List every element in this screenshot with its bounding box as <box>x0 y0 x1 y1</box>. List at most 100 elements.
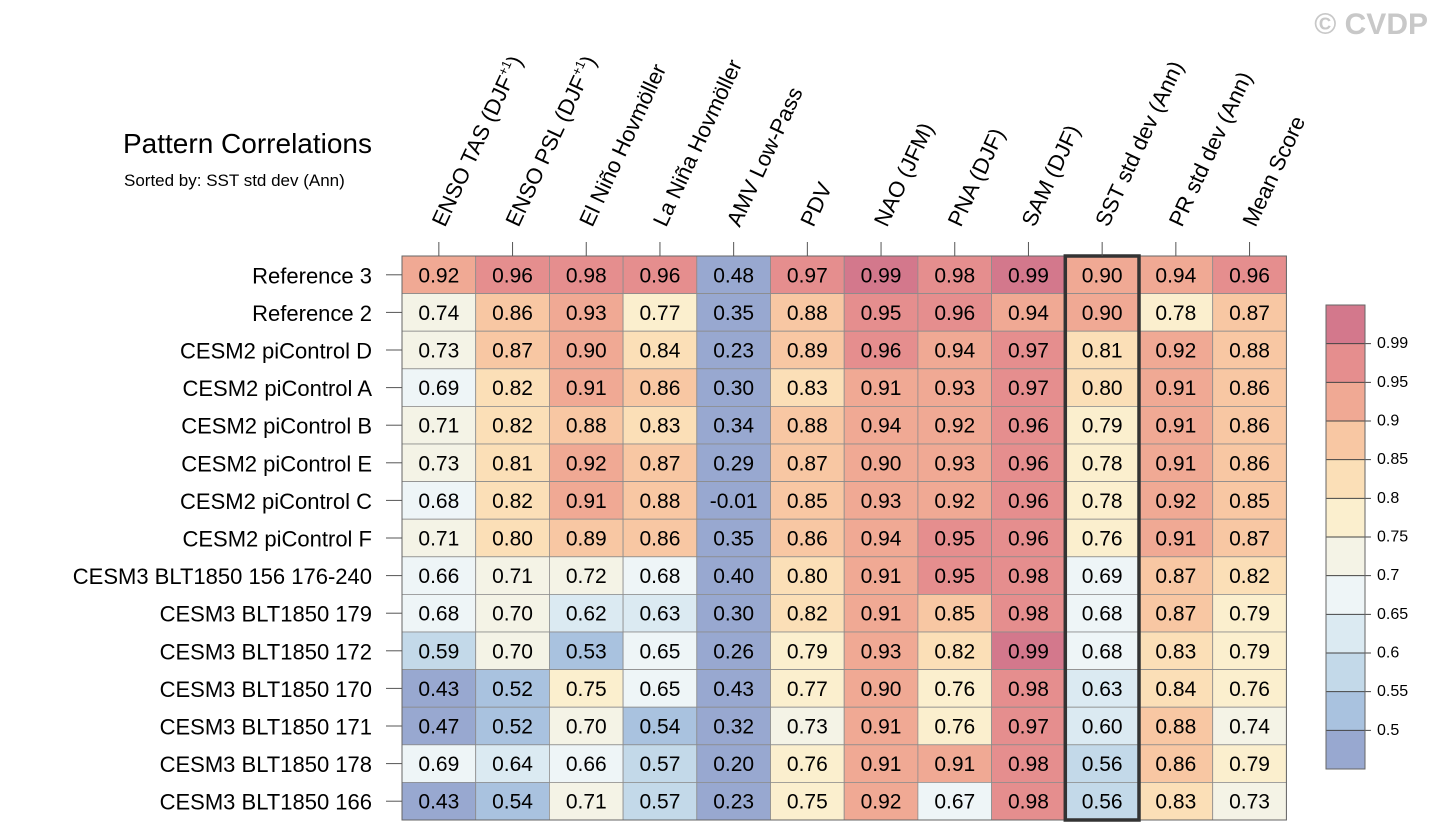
cell-value: 0.68 <box>640 565 681 588</box>
cell-value: 0.92 <box>1155 490 1196 513</box>
colorbar-label: 0.99 <box>1377 335 1408 352</box>
column-label: SAM (DJF) <box>1016 121 1085 230</box>
row-label: CESM2 piControl A <box>182 376 372 401</box>
cell-value: 0.65 <box>640 678 681 701</box>
heatmap-cell <box>549 669 624 708</box>
cell-value: 0.91 <box>566 490 607 513</box>
cell-value: 0.88 <box>566 415 607 438</box>
cell-value: 0.72 <box>566 565 607 588</box>
cell-value: 0.88 <box>640 490 681 513</box>
heatmap-cell <box>1212 556 1287 595</box>
colorbar-bin <box>1326 537 1365 576</box>
cell-value: 0.87 <box>1229 528 1270 551</box>
heatmap-cell <box>917 706 993 746</box>
cell-value: 0.94 <box>934 340 975 363</box>
row-label: CESM2 piControl E <box>181 451 372 476</box>
heatmap-cell <box>401 744 477 783</box>
heatmap-cell <box>622 255 698 294</box>
cell-value: 0.97 <box>787 264 828 287</box>
heatmap-cell <box>696 744 771 783</box>
heatmap-cell <box>696 594 771 633</box>
cell-value: 0.98 <box>1008 753 1049 776</box>
cell-value: 0.66 <box>418 565 459 588</box>
cell-value: 0.47 <box>418 716 459 739</box>
heatmap-cell <box>770 744 845 783</box>
cell-value: 0.23 <box>713 340 754 363</box>
heatmap-cell <box>917 782 993 821</box>
cell-value: 0.88 <box>787 302 828 325</box>
heatmap-cell <box>622 330 698 370</box>
cell-value: 0.82 <box>492 490 533 513</box>
heatmap-cell <box>917 443 993 482</box>
cell-value: 0.98 <box>1008 678 1049 701</box>
heatmap-cell <box>917 594 993 633</box>
heatmap-cell <box>401 443 477 482</box>
cell-value: 0.92 <box>934 415 975 438</box>
cell-value: 0.77 <box>640 302 681 325</box>
heatmap-cell <box>696 706 771 746</box>
cell-value: 0.96 <box>1008 528 1049 551</box>
cell-value: 0.90 <box>566 340 607 363</box>
cell-value: 0.91 <box>861 753 902 776</box>
row-label: CESM2 piControl B <box>181 414 372 439</box>
cell-value: 0.84 <box>1155 678 1196 701</box>
cell-value: 0.66 <box>566 753 607 776</box>
heatmap-cell <box>843 631 919 670</box>
heatmap-cell <box>991 481 1066 520</box>
colorbar-frame <box>1325 304 1366 770</box>
chart-title: Pattern Correlations <box>123 128 372 159</box>
cell-value: 0.69 <box>1082 565 1123 588</box>
heatmap-cell <box>696 518 771 558</box>
heatmap-cell <box>1138 669 1214 708</box>
heatmap-cell <box>1138 744 1214 783</box>
cell-value: 0.86 <box>640 377 681 400</box>
heatmap-cell <box>622 481 698 520</box>
cell-value: 0.94 <box>1155 264 1196 287</box>
cell-value: 0.96 <box>640 264 681 287</box>
heatmap-cell <box>1212 368 1287 407</box>
cell-value: 0.99 <box>1008 640 1049 663</box>
cell-value: 0.70 <box>566 716 607 739</box>
colorbar-bin <box>1326 730 1365 769</box>
cell-value: 0.91 <box>1155 528 1196 551</box>
heatmap-cell <box>475 669 550 708</box>
cell-value: 0.88 <box>1155 716 1196 739</box>
heatmap-cell <box>1064 518 1140 558</box>
cell-value: 0.86 <box>787 528 828 551</box>
cell-value: 0.87 <box>640 452 681 475</box>
colorbar-bin <box>1326 653 1365 692</box>
colorbar-label: 0.8 <box>1377 490 1399 507</box>
cell-value: 0.83 <box>787 377 828 400</box>
cell-value: 0.88 <box>1229 340 1270 363</box>
cell-value: 0.83 <box>640 415 681 438</box>
cell-value: 0.79 <box>1082 415 1123 438</box>
cell-value: 0.96 <box>1008 490 1049 513</box>
cell-value: 0.99 <box>1008 264 1049 287</box>
heatmap-cell <box>843 669 919 708</box>
colorbar-bin <box>1326 498 1365 537</box>
heatmap-cell <box>770 368 845 407</box>
cell-value: 0.60 <box>1082 716 1123 739</box>
row-label: CESM3 BLT1850 156 176-240 <box>73 564 372 589</box>
heatmap-cell <box>1064 293 1140 332</box>
heatmap-cell <box>843 481 919 520</box>
cell-value: 0.78 <box>1155 302 1196 325</box>
heatmap-cell <box>917 293 993 332</box>
heatmap-cell <box>622 443 698 482</box>
cell-value: 0.77 <box>787 678 828 701</box>
heatmap-cell <box>696 481 771 520</box>
heatmap-cell <box>401 330 477 370</box>
column-label: NAO (JFM) <box>869 119 939 230</box>
colorbar-label: 0.7 <box>1377 567 1399 584</box>
cell-value: 0.97 <box>1008 340 1049 363</box>
cell-value: 0.99 <box>861 264 902 287</box>
cell-value: 0.85 <box>787 490 828 513</box>
heatmap-cell <box>475 481 550 520</box>
cell-value: 0.93 <box>934 377 975 400</box>
cell-value: 0.98 <box>566 264 607 287</box>
cell-value: 0.73 <box>787 716 828 739</box>
cell-value: 0.97 <box>1008 377 1049 400</box>
row-label: CESM3 BLT1850 179 <box>160 602 372 627</box>
cell-value: 0.96 <box>861 340 902 363</box>
heatmap-cell <box>770 556 845 595</box>
